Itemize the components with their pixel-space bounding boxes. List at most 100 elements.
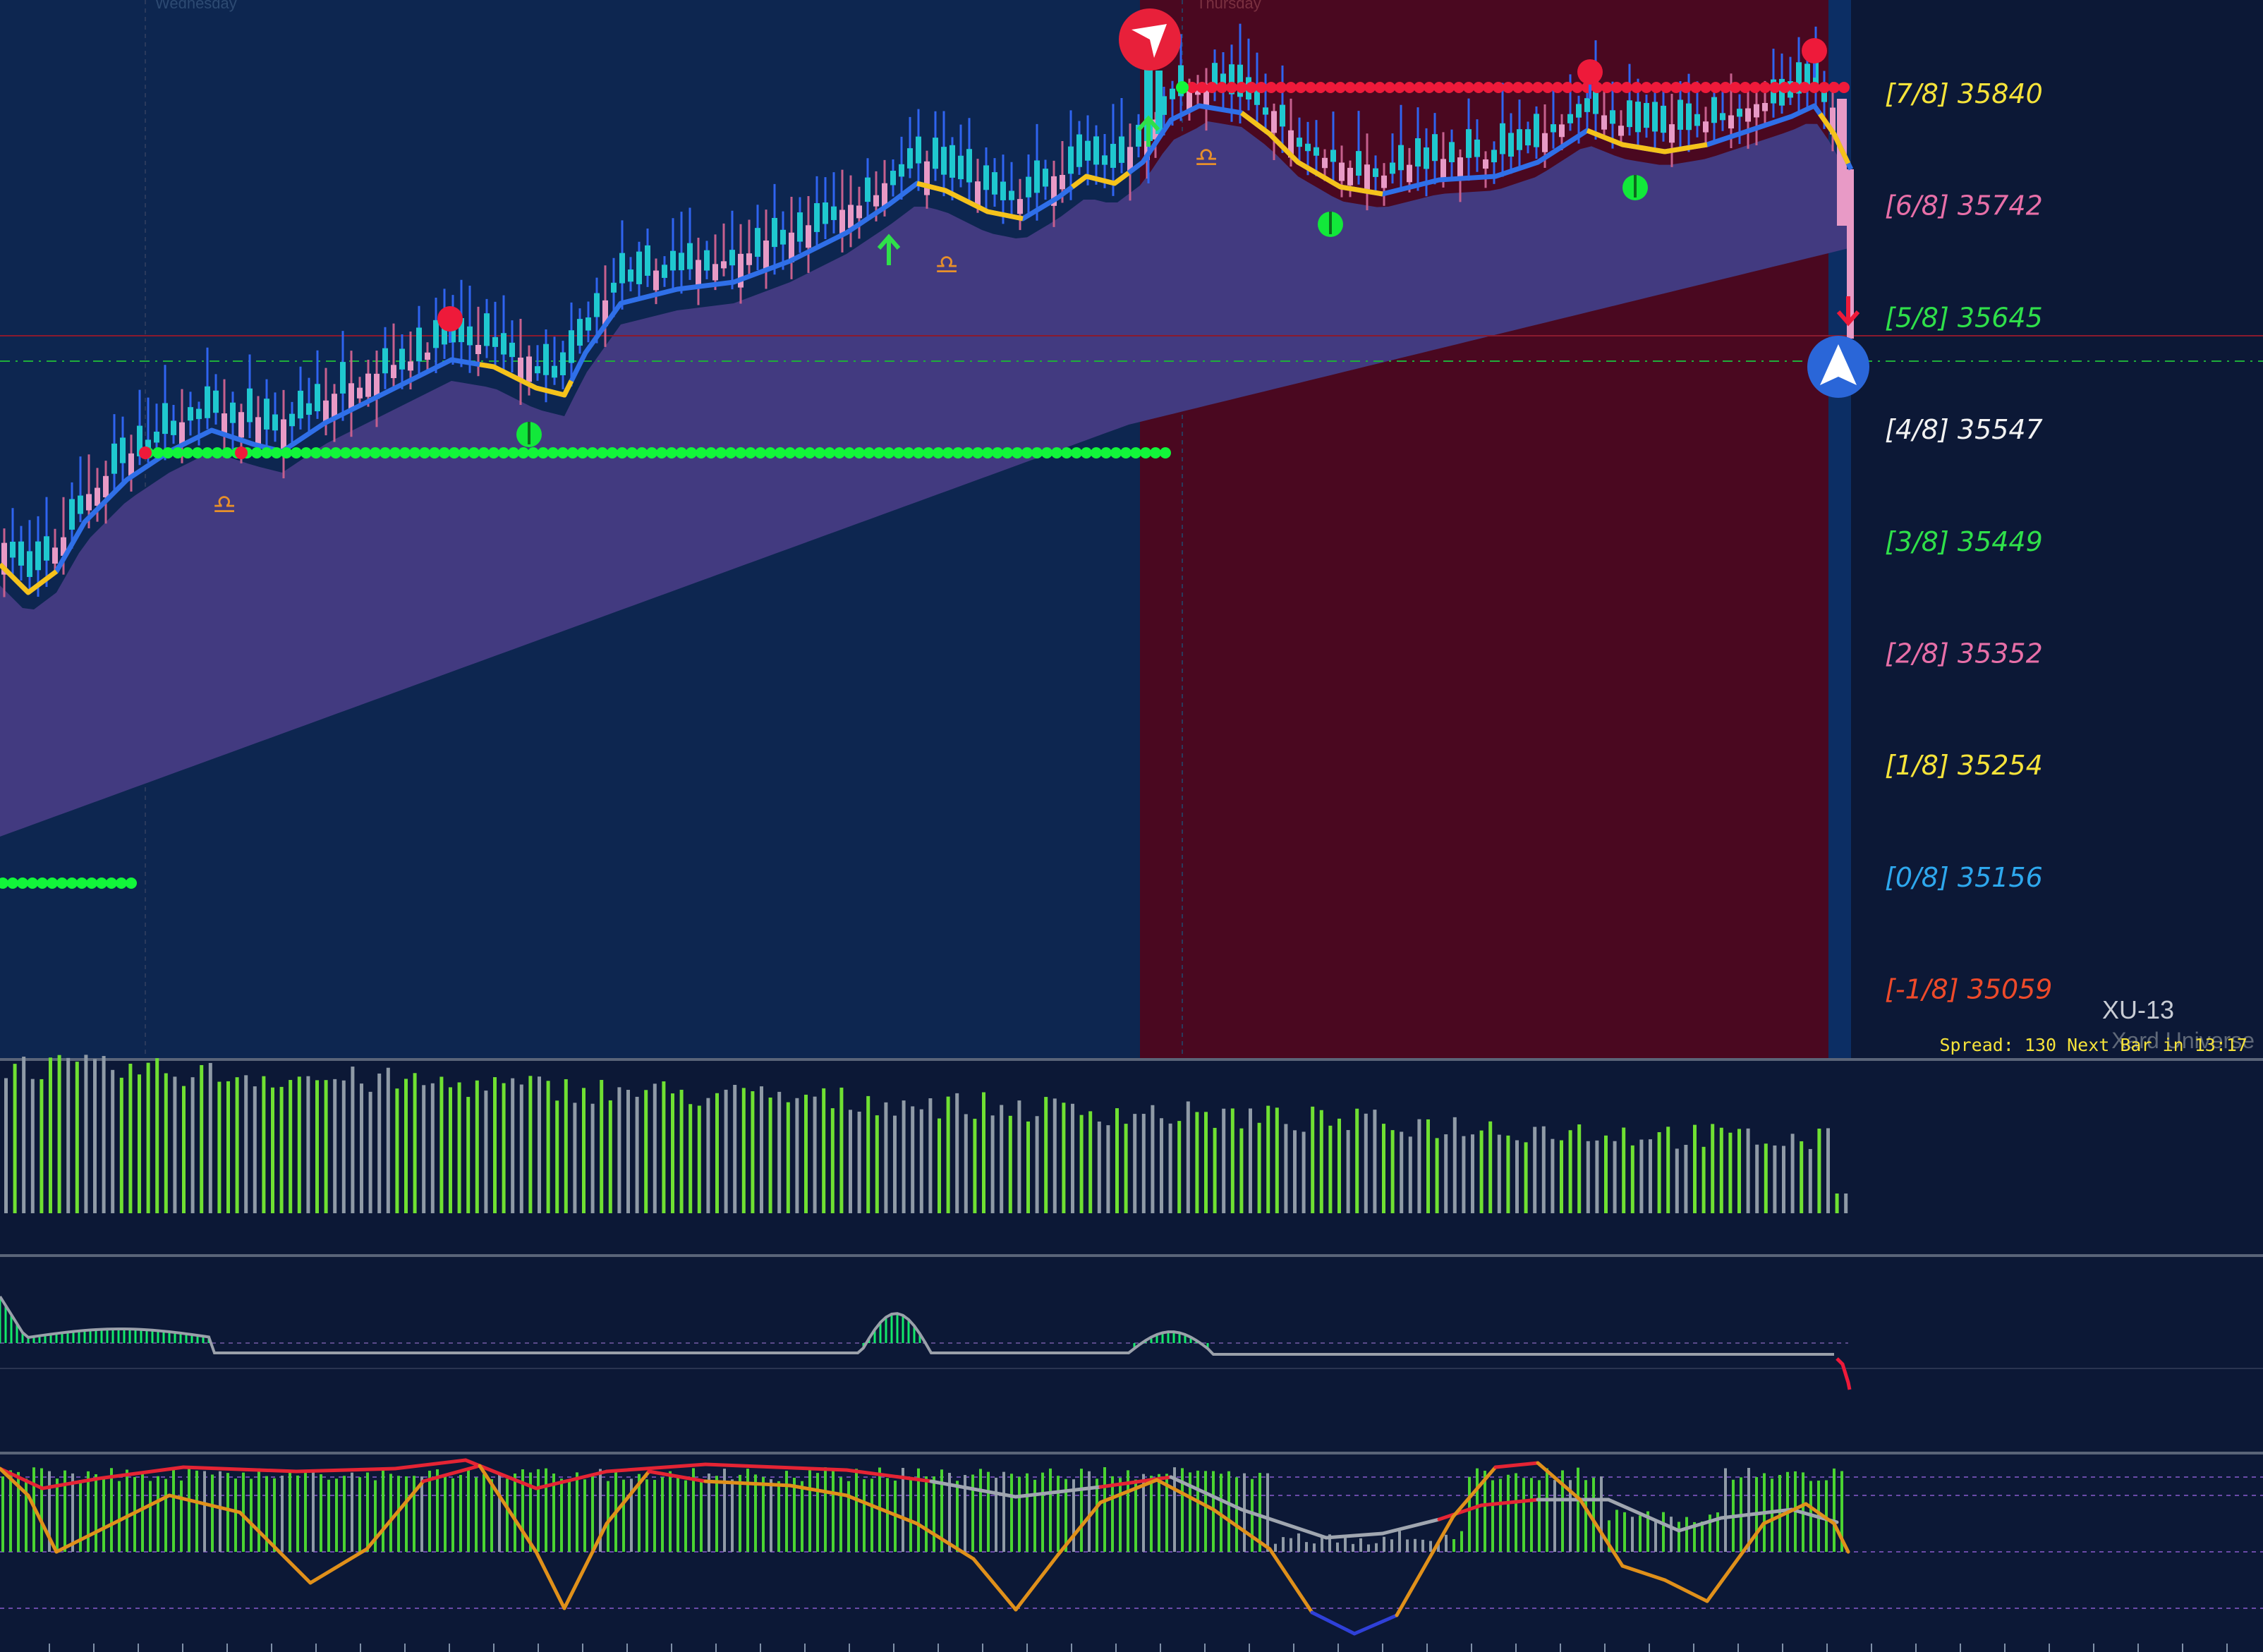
volume-bar — [93, 1059, 97, 1213]
resistance-dot — [1809, 82, 1820, 93]
volume-bar — [1177, 1121, 1182, 1213]
candle-body — [1703, 121, 1709, 133]
volume-bar — [84, 1055, 88, 1213]
volume-bar — [1328, 1125, 1333, 1213]
candle-body — [315, 384, 320, 412]
resistance-dot — [1285, 82, 1297, 93]
candle-body — [602, 300, 608, 327]
sell-arrow-glyph — [1132, 24, 1167, 58]
candle-body — [865, 177, 870, 202]
candlesticks[interactable] — [1, 23, 1854, 597]
candle-body — [1127, 147, 1133, 173]
resistance-dot — [1256, 82, 1267, 93]
candle-body — [86, 494, 92, 511]
volume-bar — [457, 1082, 461, 1213]
volume-bar — [813, 1096, 817, 1213]
candle-body — [1212, 63, 1218, 89]
candle-body — [653, 270, 659, 291]
stochastic-fast-segment — [1310, 1610, 1357, 1636]
volume-bar — [1062, 1103, 1066, 1213]
volume-bar — [1160, 1118, 1163, 1213]
candle-body — [272, 414, 278, 431]
volume-bar — [1044, 1097, 1048, 1213]
volume-bar — [1684, 1144, 1688, 1213]
red-pin-marker — [1577, 59, 1603, 99]
candle-body — [594, 293, 600, 317]
volume-bar — [430, 1083, 435, 1213]
volume-bar — [1630, 1145, 1634, 1213]
support-dot — [56, 877, 68, 889]
panel-divider[interactable] — [0, 1058, 2263, 1061]
volume-bar — [973, 1119, 977, 1213]
resistance-dot — [1335, 82, 1346, 93]
candle-body — [1745, 108, 1751, 122]
support-dot — [765, 447, 776, 458]
candle-body — [848, 205, 854, 229]
candle-body — [196, 408, 202, 420]
candle-body — [44, 536, 49, 561]
volume-bar — [244, 1075, 248, 1213]
volume-bar — [111, 1069, 115, 1213]
candle-body — [1381, 175, 1387, 188]
volume-bar — [849, 1110, 852, 1213]
volume-bar — [955, 1093, 959, 1213]
green-pin-marker — [1318, 212, 1343, 237]
status-spread-next-bar: Spread: 130 Next Bar in 13:17 — [1940, 1035, 2248, 1055]
volume-bar — [715, 1093, 719, 1213]
volume-bar — [662, 1081, 666, 1213]
buy-signal-marker[interactable] — [1807, 336, 1869, 398]
volume-bar — [1319, 1110, 1323, 1213]
stochastic-fast-segment — [1536, 1461, 1582, 1502]
candle-body — [518, 357, 523, 381]
candle-body — [1043, 169, 1048, 187]
support-dot — [251, 447, 262, 458]
panel-divider[interactable] — [0, 1254, 2263, 1257]
support-dot — [814, 447, 825, 458]
support-dot — [488, 447, 499, 458]
stochastic-slow-segment — [1324, 1531, 1385, 1540]
support-dot — [1041, 447, 1052, 458]
green-pin-marker — [516, 422, 542, 447]
stochastic-indicator-panel[interactable] — [0, 1454, 2263, 1652]
candle-body — [1517, 129, 1522, 150]
stochastic-slow-line — [0, 1458, 1839, 1540]
volume-bar — [1541, 1126, 1546, 1213]
candle-body — [95, 487, 100, 506]
candle-body — [755, 228, 760, 257]
resistance-dot — [1819, 82, 1830, 93]
volume-bar — [271, 1087, 274, 1213]
volume-bar — [1835, 1194, 1839, 1213]
candle-body — [289, 413, 295, 427]
ma-yellow-segment — [479, 362, 574, 398]
volume-bar — [1186, 1101, 1190, 1213]
volume-bar — [1204, 1112, 1208, 1213]
candle-body — [535, 366, 540, 374]
volume-bar — [351, 1067, 355, 1213]
support-dot — [162, 447, 174, 458]
resistance-dot — [1453, 82, 1464, 93]
candle-body — [619, 253, 625, 284]
volume-bar — [395, 1088, 399, 1213]
candle-body — [1559, 124, 1565, 138]
red-dot-icon — [1577, 59, 1603, 85]
resistance-dot — [1345, 82, 1356, 93]
volume-bar — [22, 1056, 26, 1213]
sell-signal-marker[interactable] — [1119, 8, 1181, 71]
candle-body — [442, 315, 447, 345]
support-dot — [330, 447, 341, 458]
stochastic-fast-segment — [1352, 1613, 1399, 1636]
stochastic-fast-segment — [915, 1522, 976, 1561]
resistance-dot — [1641, 82, 1652, 93]
momentum-histogram — [0, 1296, 1209, 1349]
candle-body — [264, 399, 269, 430]
volume-bar — [1790, 1134, 1795, 1213]
candle-body — [772, 217, 777, 248]
murrey-math-levels: [7/8] 35840 [6/8] 35742 [5/8] 35645 [4/8] 3… — [1885, 78, 2052, 1005]
resistance-dot — [1187, 82, 1198, 93]
momentum-indicator-panel[interactable] — [0, 1257, 2263, 1452]
volume-bar — [1826, 1128, 1830, 1213]
volume-histogram-panel[interactable] — [0, 1055, 2263, 1254]
panel-divider[interactable] — [0, 1452, 2263, 1454]
